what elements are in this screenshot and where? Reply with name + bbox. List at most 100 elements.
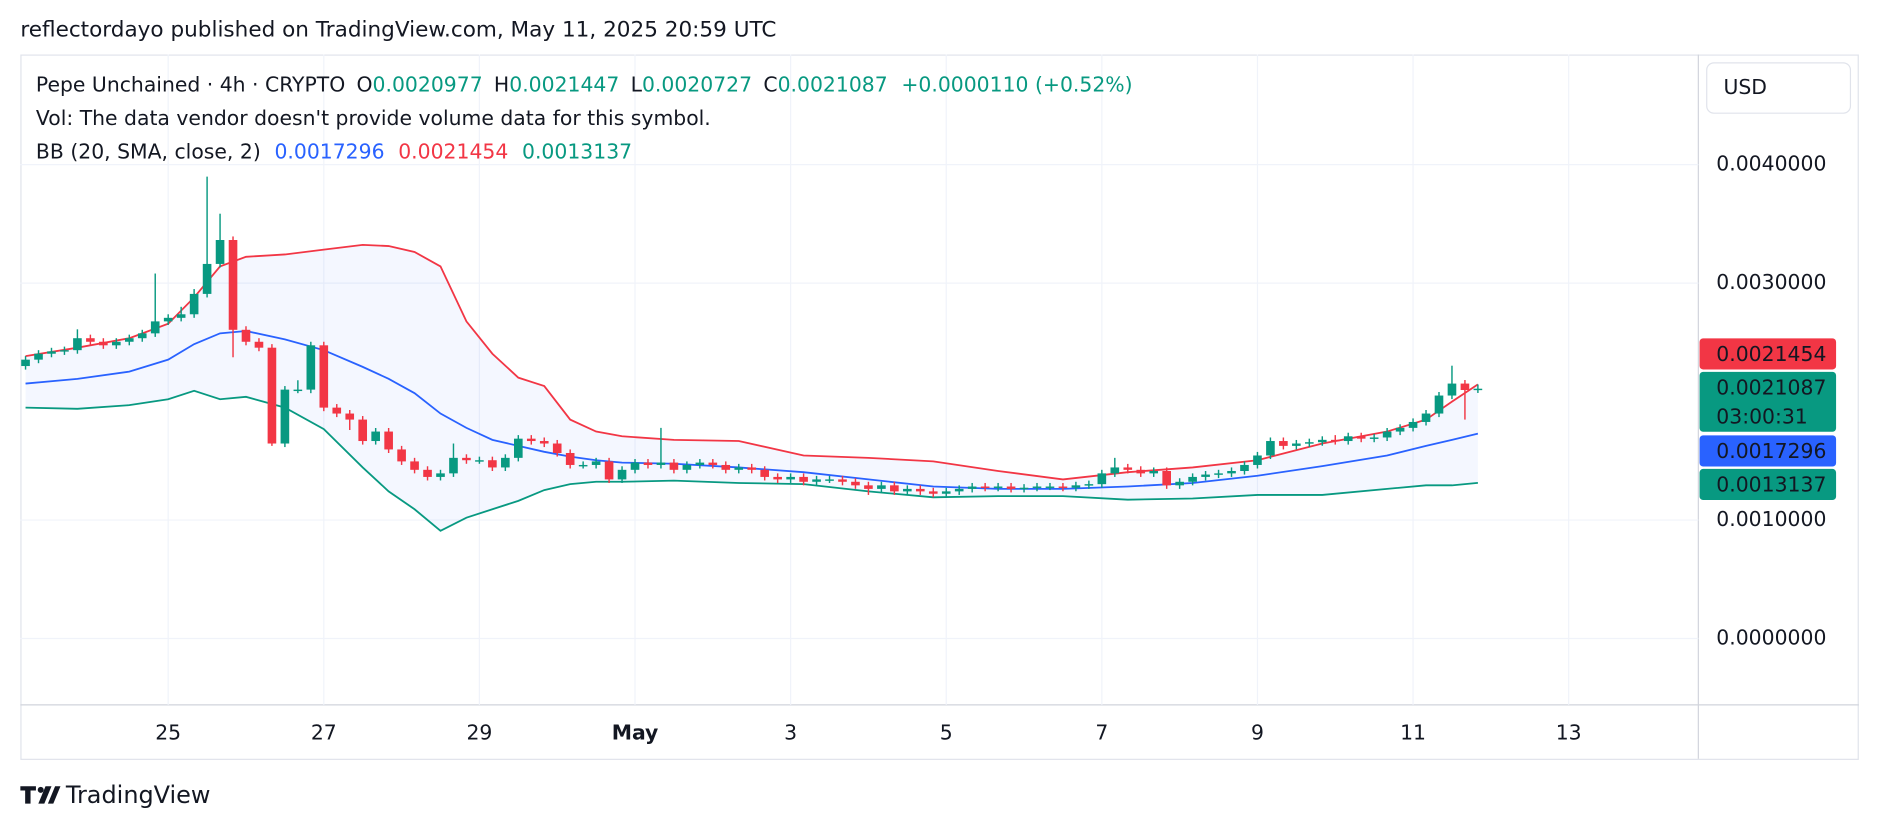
candle-body	[1149, 471, 1159, 474]
legend-indicator: BB (20, SMA, close, 2) 0.0017296 0.00214…	[36, 140, 632, 164]
volume-note: Vol: The data vendor doesn't provide vol…	[36, 106, 711, 130]
candle-body	[928, 491, 938, 494]
candle-body	[1330, 439, 1340, 442]
candle-body	[60, 350, 69, 352]
ohlc-value: 0.0021447	[509, 73, 619, 97]
candle-body	[267, 347, 277, 444]
candle-body	[617, 469, 627, 480]
candle-body	[591, 461, 601, 465]
candle-body	[332, 407, 342, 414]
chart-frame	[20, 54, 1859, 760]
countdown: 03:00:31	[1716, 404, 1807, 428]
candle-body	[34, 353, 43, 360]
candle-body	[747, 467, 757, 470]
candle-body	[254, 341, 264, 348]
x-tick-label: May	[612, 721, 659, 745]
candle-body	[1214, 473, 1223, 475]
candle-body	[371, 431, 380, 442]
candle-body	[306, 345, 316, 390]
candle-body	[1058, 486, 1068, 488]
candle-body	[150, 321, 160, 334]
price-badges: 0.0021454 0.0021087 03:00:31 0.0017296 0.001…	[1699, 338, 1837, 501]
candle-body	[358, 419, 368, 442]
candle-body	[319, 345, 329, 408]
candle-body	[1045, 486, 1055, 488]
candle-body	[760, 469, 770, 477]
candle-body	[708, 462, 718, 465]
ohlc-value: 0.0020977	[373, 73, 483, 97]
ohlc-value: 0.0021087	[778, 73, 888, 97]
candle-body	[669, 462, 679, 470]
candle-body	[1369, 437, 1379, 439]
y-tick-label: 0.0000000	[1716, 626, 1826, 650]
candle-body	[1266, 441, 1275, 456]
candle-body	[1253, 455, 1262, 465]
price-badge-label: 0.0021454	[1716, 342, 1826, 366]
grid	[20, 54, 1699, 705]
logo-part	[47, 786, 61, 804]
candle-body	[176, 314, 186, 318]
candle-body	[1032, 486, 1042, 488]
candle-body	[941, 491, 951, 494]
candle-body	[21, 359, 30, 367]
candle-body	[656, 462, 666, 465]
change: +0.0000110 (+0.52%)	[901, 73, 1132, 97]
candle-body	[734, 467, 744, 470]
price-badge-label: 0.0013137	[1716, 473, 1826, 497]
x-tick-label: 9	[1251, 721, 1264, 745]
candle-body	[436, 473, 445, 477]
x-tick-label: 11	[1400, 721, 1426, 745]
candle-body	[345, 413, 355, 420]
x-tick-label: 7	[1095, 721, 1108, 745]
price-badge-label: 0.0021087	[1716, 376, 1826, 400]
candle-body	[877, 485, 886, 489]
candle-body	[630, 462, 640, 470]
candle-body	[1162, 471, 1171, 486]
currency-button[interactable]	[1706, 62, 1852, 114]
candle-body	[1279, 441, 1288, 446]
candle-body	[488, 460, 497, 468]
candle-body	[423, 469, 432, 477]
candle-body	[99, 341, 108, 346]
candle-body	[1136, 469, 1146, 474]
ohlc-value: 0.0020727	[642, 73, 752, 97]
price-badge	[1699, 371, 1837, 432]
candle-body	[1123, 467, 1133, 470]
candle-body	[1006, 486, 1016, 489]
logo-part	[20, 786, 36, 804]
candle-body	[1356, 436, 1366, 439]
brand: TradingView	[65, 781, 211, 809]
candle-body	[1460, 383, 1470, 391]
x-tick-label: 27	[311, 721, 337, 745]
candle-body	[384, 431, 393, 450]
candle-body	[1434, 395, 1444, 414]
y-tick-label: 0.0040000	[1716, 152, 1826, 176]
candle-body	[915, 488, 925, 492]
candle-body	[825, 479, 834, 481]
candle-body	[1473, 388, 1483, 391]
candle-body	[526, 438, 536, 442]
candle-body	[73, 338, 82, 351]
y-tick-label: 0.0030000	[1716, 270, 1826, 294]
price-badge	[1699, 435, 1837, 467]
currency[interactable]: USD	[1723, 75, 1767, 99]
candle-body	[1240, 464, 1249, 472]
legend-ohlc: Pepe Unchained · 4h · CRYPTO O0.0020977 …	[36, 73, 1133, 97]
candle-body	[552, 443, 562, 453]
candle-body	[1382, 431, 1392, 438]
candle-body	[228, 240, 238, 330]
candle-body	[1019, 487, 1029, 490]
candle-body	[903, 488, 912, 492]
candle-body	[1227, 471, 1236, 474]
candle-body	[410, 461, 419, 470]
band-fill	[25, 244, 1478, 531]
candle-body	[1292, 443, 1301, 446]
candle-body	[1201, 474, 1210, 477]
x-tick-label: 29	[466, 721, 492, 745]
candle-body	[1110, 467, 1120, 474]
candle-body	[851, 481, 860, 486]
candle-body	[1408, 421, 1418, 428]
brand-logo	[20, 786, 61, 804]
